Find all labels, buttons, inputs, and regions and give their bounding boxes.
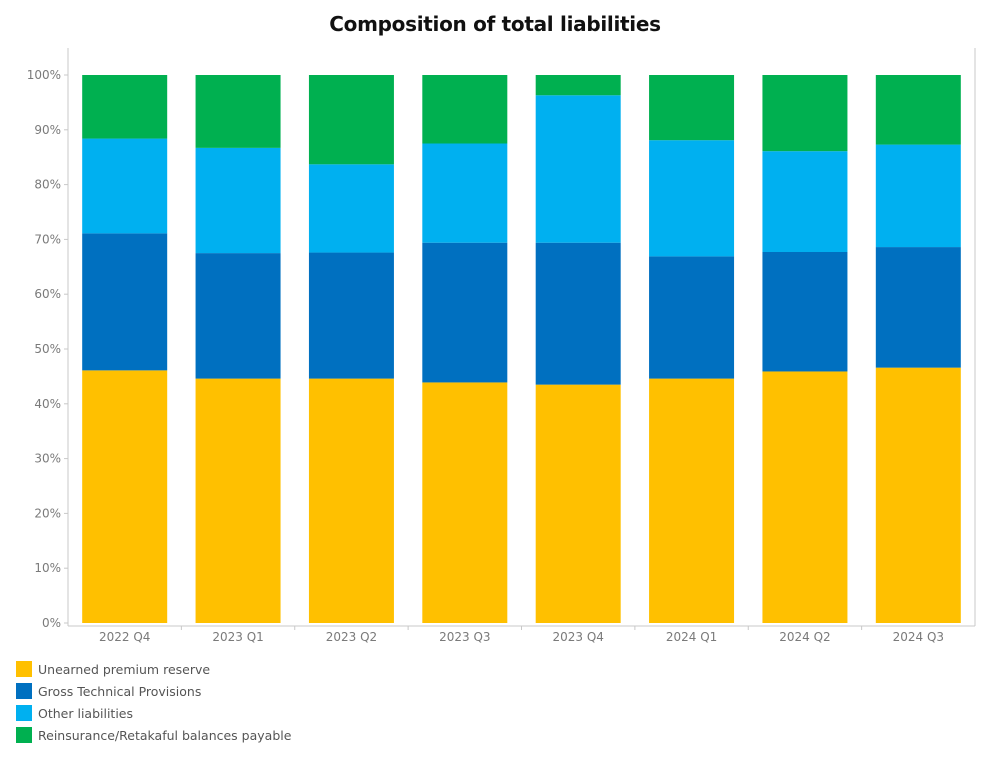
bar-segment — [308, 378, 394, 623]
legend-item: Unearned premium reserve — [16, 658, 291, 680]
y-tick-label: 60% — [34, 287, 61, 301]
bar-segment — [82, 233, 168, 371]
bar-segment — [308, 164, 394, 253]
bar-segment — [875, 75, 961, 145]
bar-segment — [875, 367, 961, 623]
chart-legend: Unearned premium reserve Gross Technical … — [16, 658, 291, 746]
bar-segment — [195, 253, 281, 379]
bar-segment — [82, 75, 168, 139]
legend-swatch — [16, 705, 32, 721]
legend-label: Unearned premium reserve — [38, 661, 211, 677]
legend-swatch — [16, 683, 32, 699]
bar-segment — [308, 75, 394, 165]
bar-segment — [422, 242, 508, 383]
legend-item: Other liabilities — [16, 702, 291, 724]
bar-segment — [762, 252, 848, 372]
bar-segment — [535, 75, 621, 96]
y-tick-label: 0% — [42, 616, 61, 630]
bar-segment — [82, 370, 168, 623]
x-tick-label: 2024 Q3 — [893, 630, 944, 644]
legend-label: Reinsurance/Retakaful balances payable — [38, 727, 292, 743]
y-tick-label: 100% — [27, 68, 61, 82]
x-tick-label: 2022 Q4 — [99, 630, 150, 644]
bar-segment — [762, 75, 848, 152]
legend-label: Other liabilities — [38, 705, 134, 721]
x-tick-label: 2024 Q1 — [666, 630, 717, 644]
bar-segment — [422, 143, 508, 243]
legend-item: Reinsurance/Retakaful balances payable — [16, 724, 291, 746]
bar-segment — [535, 242, 621, 385]
bar-segment — [195, 147, 281, 254]
bar-segment — [308, 252, 394, 379]
legend-label: Gross Technical Provisions — [38, 683, 202, 699]
y-tick-label: 80% — [34, 178, 61, 192]
x-tick-label: 2023 Q2 — [326, 630, 377, 644]
bar-segment — [82, 138, 168, 234]
bar-segment — [649, 140, 735, 257]
x-tick-label: 2023 Q1 — [212, 630, 263, 644]
bar-segment — [195, 378, 281, 623]
legend-swatch — [16, 661, 32, 677]
bar-segment — [875, 144, 961, 248]
legend-item: Gross Technical Provisions — [16, 680, 291, 702]
bar-segment — [649, 256, 735, 379]
y-tick-label: 20% — [34, 506, 61, 520]
bar-segment — [649, 75, 735, 141]
y-tick-label: 40% — [34, 397, 61, 411]
bar-segment — [762, 151, 848, 252]
x-tick-label: 2023 Q4 — [552, 630, 603, 644]
y-tick-label: 90% — [34, 123, 61, 137]
bar-segment — [649, 378, 735, 623]
chart-bars — [82, 75, 961, 623]
bar-segment — [535, 95, 621, 243]
y-tick-label: 50% — [34, 342, 61, 356]
bar-segment — [422, 382, 508, 623]
bar-segment — [535, 384, 621, 623]
bar-segment — [195, 75, 281, 148]
x-tick-label: 2024 Q2 — [779, 630, 830, 644]
bar-segment — [762, 371, 848, 623]
x-axis-ticks: 2022 Q4 2023 Q1 2023 Q2 2023 Q3 2023 Q4 2024 … — [99, 626, 944, 644]
legend-swatch — [16, 727, 32, 743]
chart-plot: 0% 10% 20% 30% 40% 50% 60% 70% 80% 90% 100% 2022 Q… — [27, 48, 976, 644]
y-axis-ticks: 0% 10% 20% 30% 40% 50% 60% 70% 80% 90% 100% — [27, 68, 68, 630]
y-tick-label: 30% — [34, 452, 61, 466]
y-tick-label: 10% — [34, 561, 61, 575]
bar-segment — [875, 247, 961, 368]
y-tick-label: 70% — [34, 232, 61, 246]
x-tick-label: 2023 Q3 — [439, 630, 490, 644]
bar-segment — [422, 75, 508, 144]
chart-title: Composition of total liabilities — [329, 12, 661, 36]
